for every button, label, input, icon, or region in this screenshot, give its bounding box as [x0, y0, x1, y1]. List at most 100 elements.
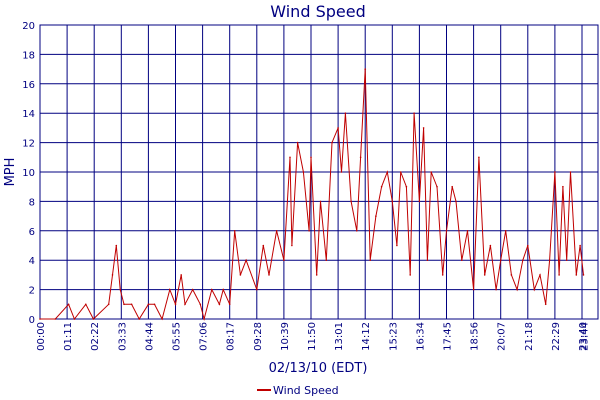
data-point	[211, 288, 213, 291]
data-point	[107, 303, 110, 306]
x-tick-label: 15:23	[388, 322, 399, 351]
data-point	[441, 274, 444, 276]
data-point	[575, 274, 578, 276]
data-point	[315, 274, 318, 276]
data-point	[356, 230, 358, 232]
data-point	[340, 171, 343, 173]
data-point	[533, 288, 536, 291]
data-point	[67, 303, 70, 306]
series-layer	[39, 68, 585, 321]
data-point	[399, 171, 402, 173]
y-tick-label: 14	[22, 109, 35, 120]
x-tick-label: 20:07	[497, 322, 508, 351]
data-point	[430, 171, 433, 173]
x-tick-label: 21:18	[524, 322, 535, 351]
legend-label: Wind Speed	[273, 384, 339, 397]
data-point	[562, 185, 564, 188]
data-point	[310, 156, 312, 159]
data-point	[409, 274, 412, 276]
data-point	[544, 303, 547, 306]
x-tick-label: 05:55	[172, 322, 183, 351]
data-point	[483, 274, 486, 276]
data-point	[422, 127, 425, 129]
x-tick-label: 10:39	[280, 322, 291, 351]
data-point	[85, 303, 87, 306]
data-point	[582, 274, 585, 276]
data-point	[478, 156, 480, 159]
x-tick-label: 14:12	[361, 322, 372, 351]
y-tick-label: 16	[22, 80, 35, 91]
x-tick-label: 01:11	[63, 322, 74, 351]
data-point	[191, 288, 194, 291]
x-tick-label: 17:45	[443, 322, 454, 351]
y-tick-label: 6	[29, 227, 35, 238]
data-point	[123, 303, 125, 306]
y-tick-label: 12	[22, 139, 35, 150]
x-axis-ticks: 00:00 01:11 02:22 03:33 04:44 05:55 07:06 08:17…	[36, 322, 591, 351]
data-point	[499, 259, 502, 262]
y-tick-label: 20	[22, 21, 35, 32]
data-point	[130, 303, 133, 306]
data-point	[350, 200, 352, 203]
x-tick-label: 08:17	[226, 322, 237, 351]
x-tick-label: 11:50	[307, 322, 318, 351]
data-point	[489, 244, 492, 247]
data-point	[174, 303, 177, 306]
y-tick-label: 10	[22, 168, 35, 179]
x-tick-label: 09:28	[253, 322, 264, 351]
data-point	[203, 318, 205, 320]
data-point	[472, 288, 475, 291]
x-tick-label: 00:00	[36, 322, 47, 351]
data-point	[180, 274, 182, 276]
data-point	[337, 127, 339, 129]
data-point	[169, 288, 171, 291]
data-point	[539, 274, 541, 276]
y-tick-label: 2	[29, 286, 35, 297]
data-point	[375, 215, 377, 217]
y-tick-label: 4	[29, 256, 35, 267]
data-point	[302, 171, 305, 173]
data-point	[364, 68, 367, 70]
data-point	[239, 274, 242, 276]
data-point	[331, 141, 333, 144]
data-point	[527, 244, 529, 247]
data-point	[119, 288, 121, 291]
data-point	[451, 185, 454, 188]
chart-title: Wind Speed	[270, 2, 365, 21]
data-point	[218, 303, 221, 306]
data-point	[426, 259, 429, 262]
data-point	[554, 171, 556, 173]
data-point	[262, 244, 265, 247]
x-tick-label: 16:34	[415, 322, 426, 351]
data-point	[291, 244, 293, 247]
data-point	[308, 230, 310, 232]
x-tick-label: 18:56	[470, 322, 481, 351]
data-point	[396, 244, 398, 247]
legend: Wind Speed	[257, 384, 339, 397]
data-point	[325, 259, 328, 262]
x-tick-label: 13:01	[334, 322, 345, 351]
data-point	[548, 259, 551, 262]
data-point	[73, 318, 76, 320]
data-point	[495, 288, 497, 291]
data-point	[222, 288, 224, 291]
data-point	[92, 318, 95, 320]
x-tick-label: 23:40	[578, 322, 589, 351]
data-point	[255, 288, 258, 291]
data-point	[445, 230, 448, 232]
y-tick-label: 0	[29, 315, 35, 326]
data-point	[289, 156, 291, 159]
data-point	[39, 318, 41, 320]
data-point	[344, 112, 347, 114]
data-point	[153, 303, 156, 306]
data-point	[283, 259, 285, 262]
data-point	[522, 259, 524, 262]
data-point	[161, 318, 163, 320]
data-point	[245, 259, 247, 262]
data-point	[147, 303, 150, 306]
data-point	[510, 274, 513, 276]
data-point	[558, 274, 560, 276]
data-point	[268, 274, 270, 276]
data-point	[455, 200, 457, 203]
